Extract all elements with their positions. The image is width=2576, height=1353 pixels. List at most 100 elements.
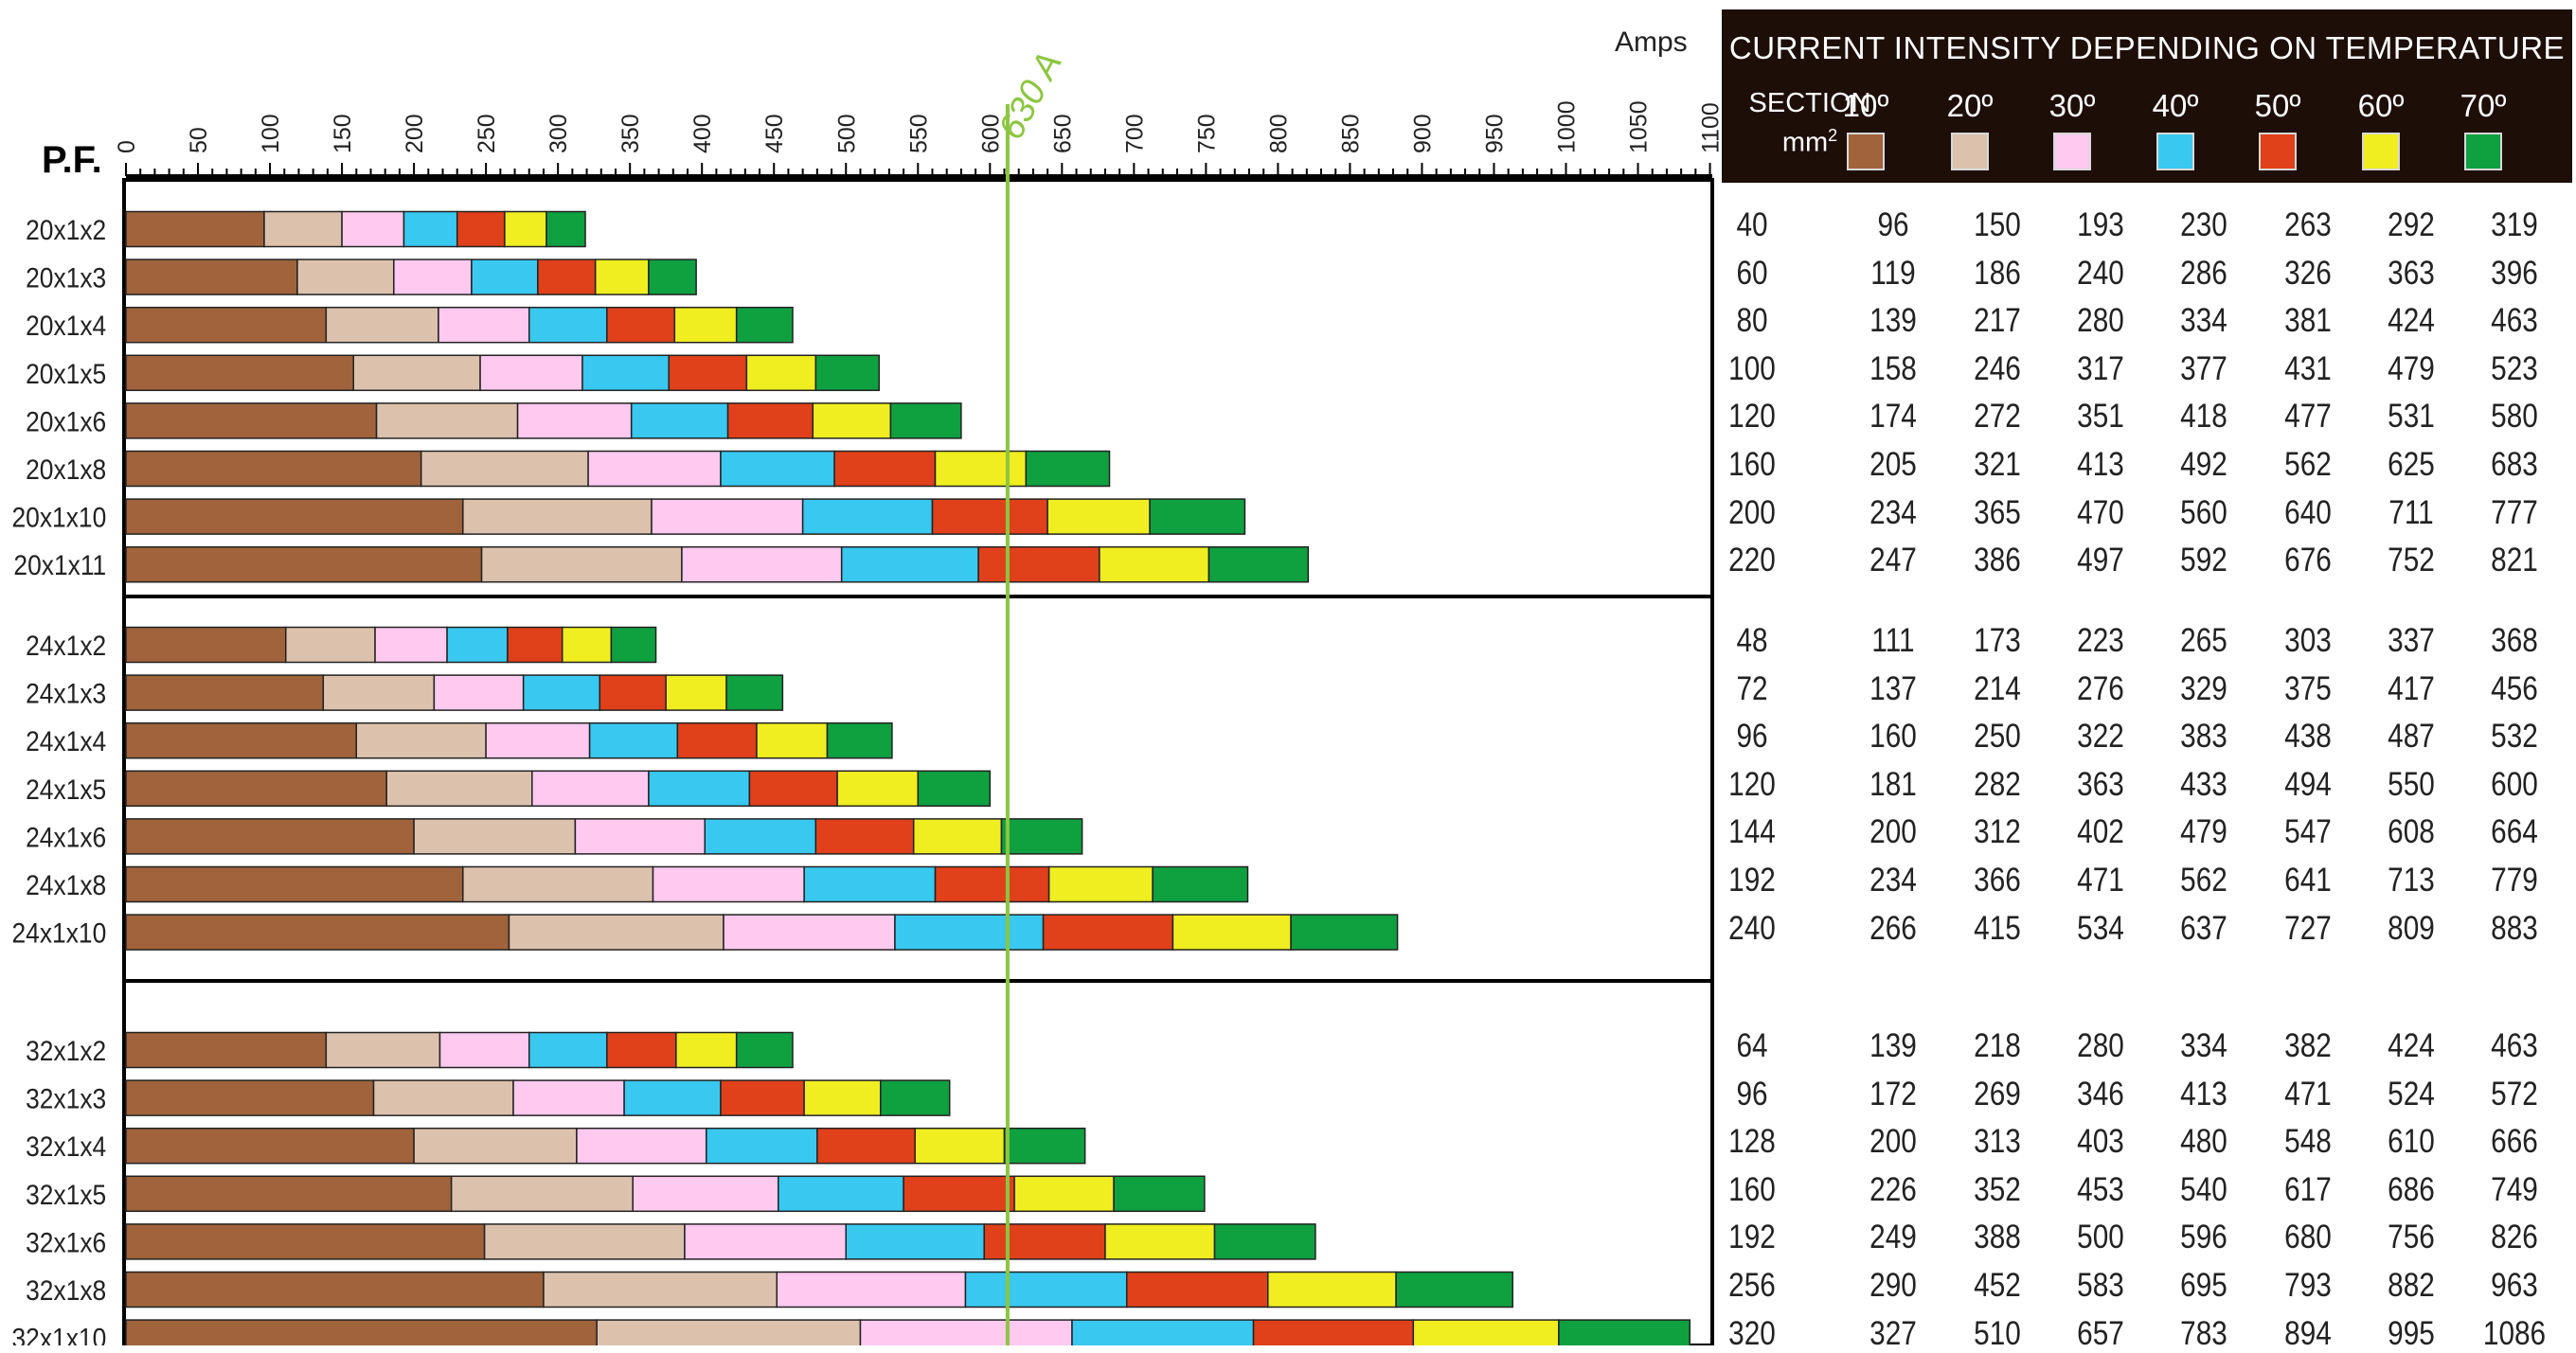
ampacity-cell: 319	[2491, 206, 2538, 243]
ampacity-cell: 686	[2388, 1170, 2435, 1208]
temperature-header: 10º	[1823, 87, 1908, 170]
bar-segment	[803, 1079, 882, 1116]
bar-segment	[125, 818, 415, 855]
ampacity-cell: 290	[1869, 1267, 1917, 1304]
ampacity-cell: 139	[1869, 1027, 1917, 1064]
bar-segment	[914, 1127, 1006, 1165]
bar-segment	[859, 1319, 1073, 1345]
ampacity-cell: 453	[2077, 1170, 2124, 1208]
ampacity-cell: 368	[2491, 622, 2538, 659]
bar-segment	[462, 865, 654, 903]
ampacity-cell: 1086	[2482, 1314, 2547, 1352]
ampacity-cell: 413	[2180, 1075, 2227, 1113]
ampacity-cell: 640	[2284, 493, 2332, 531]
bar-segment	[1267, 1271, 1397, 1308]
x-tick-label: 900	[1409, 114, 1436, 153]
ampacity-cell: 617	[2284, 1170, 2332, 1208]
x-tick-label: 600	[977, 114, 1004, 153]
x-tick-label: 400	[689, 114, 716, 153]
legend-swatch	[1847, 133, 1885, 170]
bar-segment	[125, 354, 354, 392]
ampacity-cell: 240	[2077, 254, 2124, 292]
ampacity-cell: 363	[2077, 765, 2124, 803]
ampacity-cell: 510	[1974, 1314, 2021, 1352]
bar-segment	[125, 865, 464, 903]
row-label: 32x1x4	[26, 1130, 106, 1163]
bar-segment	[125, 1223, 486, 1260]
bar-segment	[1152, 865, 1249, 903]
bar-segment	[610, 626, 657, 664]
bar-segment	[263, 210, 343, 248]
x-tick-label: 350	[617, 114, 644, 153]
ampacity-cell: 680	[2284, 1219, 2332, 1256]
ampacity-cell: 783	[2180, 1314, 2227, 1352]
ampacity-cell: 779	[2491, 862, 2538, 899]
row-label: 24x1x5	[26, 773, 106, 805]
bar-segment	[1558, 1319, 1691, 1345]
section-cell: 96	[1736, 718, 1768, 756]
bar-segment	[912, 818, 1003, 855]
ampacity-cell: 150	[1974, 206, 2021, 243]
ampacity-cell: 610	[2388, 1123, 2435, 1161]
legend-swatch	[2464, 133, 2502, 170]
ampacity-cell: 433	[2180, 765, 2227, 803]
ampacity-cell: 657	[2077, 1314, 2124, 1352]
ampacity-cell: 326	[2284, 254, 2332, 292]
bar-segment	[480, 545, 683, 583]
bar-segment	[606, 1031, 677, 1069]
bar-segment	[606, 306, 676, 344]
ampacity-table: CURRENT INTENSITY DEPENDING ON TEMPERATU…	[1722, 0, 2576, 1352]
ampacity-cell: 524	[2388, 1075, 2435, 1113]
ampacity-cell: 809	[2388, 909, 2435, 947]
ampacity-cell: 471	[2077, 862, 2124, 899]
ampacity-cell: 317	[2077, 349, 2124, 387]
bar-segment	[296, 258, 395, 295]
ampacity-cell: 272	[1974, 398, 2021, 436]
ampacity-cell: 205	[1869, 446, 1917, 483]
x-tick-label: 100	[258, 114, 284, 153]
bar-segment	[934, 450, 1028, 488]
row-label: 20x1x3	[26, 261, 106, 294]
bar-segment	[285, 626, 376, 664]
ampacity-cell: 174	[1869, 398, 1917, 436]
group-frame	[122, 979, 1714, 1345]
ampacity-cell: 321	[1974, 446, 2021, 483]
ampacity-cell: 431	[2284, 349, 2332, 387]
temperature-label: 20º	[1946, 88, 1994, 123]
ampacity-cell: 713	[2388, 862, 2435, 899]
ampacity-cell: 313	[1974, 1123, 2021, 1161]
ampacity-cell: 160	[1869, 718, 1917, 756]
bar-segment	[546, 210, 586, 248]
ampacity-cell: 266	[1869, 909, 1917, 947]
bar-segment	[665, 674, 727, 711]
ampacity-cell: 181	[1869, 765, 1917, 803]
section-unit: mm2	[1739, 119, 1881, 159]
ampacity-cell: 580	[2491, 398, 2538, 436]
bar-segment	[543, 1271, 778, 1308]
ampacity-cell: 752	[2388, 542, 2435, 579]
bar-segment	[325, 306, 439, 344]
bar-segment	[1071, 1319, 1255, 1345]
bar-segment	[706, 1127, 818, 1165]
ampacity-cell: 683	[2491, 446, 2538, 483]
bar-segment	[341, 210, 405, 248]
ampacity-cell: 217	[1974, 302, 2021, 340]
bar-segment	[1025, 450, 1111, 488]
bar-segment	[413, 818, 577, 855]
row-label: 32x1x8	[26, 1273, 106, 1306]
bar-segment	[413, 1127, 578, 1165]
bar-segment	[964, 1271, 1128, 1308]
bar-segment	[531, 770, 650, 808]
ampacity-cell: 312	[1974, 813, 2021, 851]
temperature-label: 30º	[2048, 88, 2096, 123]
bar-segment	[322, 674, 436, 711]
bar-segment	[599, 674, 667, 711]
section-cell: 120	[1728, 765, 1776, 803]
ampacity-cell: 625	[2388, 446, 2435, 483]
section-cell: 192	[1728, 862, 1776, 899]
ampacity-cell: 882	[2388, 1267, 2435, 1304]
bar-segment	[125, 1031, 328, 1069]
bar-segment	[1113, 1175, 1206, 1213]
x-tick-label: 550	[905, 114, 932, 153]
ampacity-cell: 346	[2077, 1075, 2124, 1113]
